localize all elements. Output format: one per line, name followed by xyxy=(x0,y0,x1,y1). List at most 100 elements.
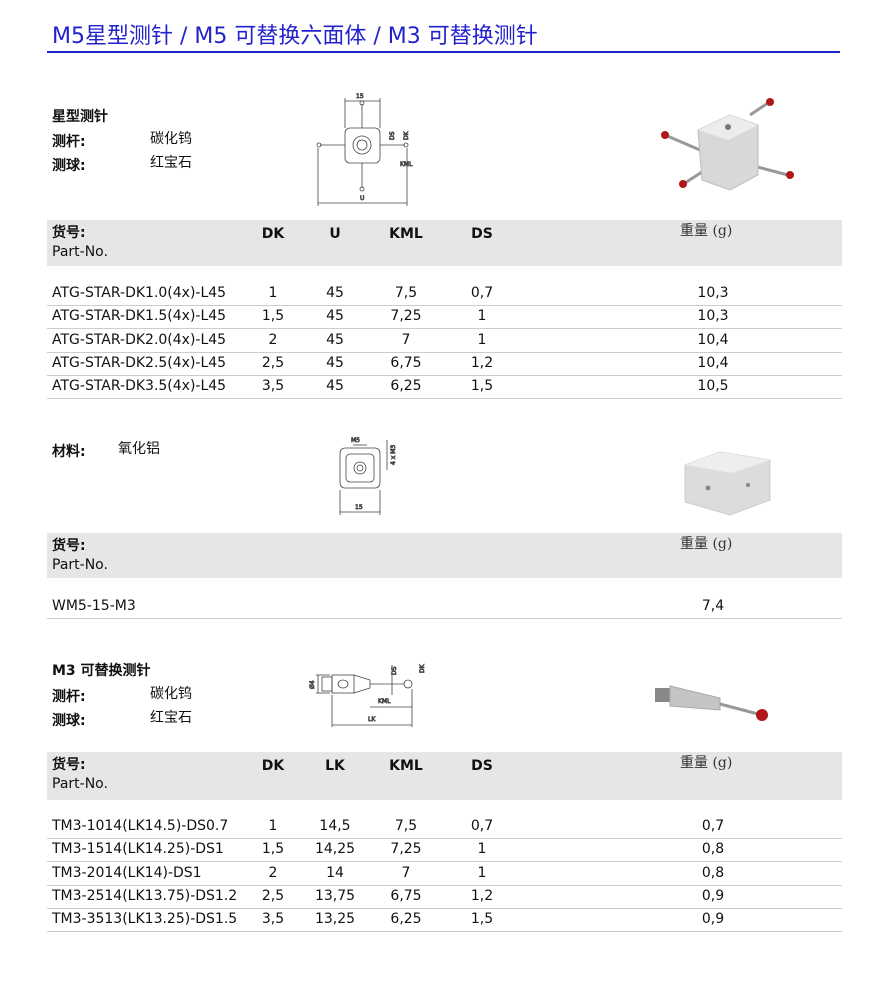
table-row: ATG-STAR-DK2.5(4x)-L45 2,5 45 6,75 1,2 10,4 xyxy=(47,352,842,376)
value-cell: 1,2 xyxy=(470,887,494,904)
col-part: 货号: xyxy=(52,225,86,241)
section3-heading: M3 可替换测针 xyxy=(52,663,151,679)
table-row: TM3-1514(LK14.25)-DS1 1,5 14,25 7,25 1 0,8 xyxy=(47,838,842,863)
star-stylus-drawing: 15 U DS DK KML xyxy=(316,93,414,206)
col-dk: DK xyxy=(261,758,285,774)
value-cell: 1,5 xyxy=(470,911,494,928)
col-ds: DS xyxy=(471,226,493,242)
value-cell: 6,25 xyxy=(390,378,422,395)
cube-photo xyxy=(684,451,771,516)
value-cell: 7,25 xyxy=(390,841,422,858)
table-row: TM3-2014(LK14)-DS1 2 14 7 1 0,8 xyxy=(47,862,842,886)
dim-m5: M5 xyxy=(351,437,360,444)
dim-ds: DS xyxy=(391,666,398,675)
value-cell: 7,4 xyxy=(701,598,725,614)
value-cell: 0,7 xyxy=(470,818,494,834)
material-label: 材料: xyxy=(52,444,86,460)
value-cell: 3,5 xyxy=(261,378,285,395)
ball-material: 红宝石 xyxy=(150,710,192,726)
table-row: TM3-1014(LK14.5)-DS0.7 1 14,5 7,5 0,7 0,7 xyxy=(47,815,842,839)
value-cell: 7 xyxy=(401,864,411,881)
value-cell: 7,5 xyxy=(394,818,418,834)
value-cell: 1 xyxy=(268,818,278,834)
part-number-cell: TM3-1014(LK14.5)-DS0.7 xyxy=(52,818,229,834)
value-cell: 14,5 xyxy=(319,818,351,834)
dim-u: U xyxy=(360,195,364,202)
dim-lk: LK xyxy=(368,716,376,723)
table-row: ATG-STAR-DK2.0(4x)-L45 2 45 7 1 10,4 xyxy=(47,329,842,353)
material-value: 氧化铝 xyxy=(118,441,160,457)
col-part-en: Part-No. xyxy=(52,776,108,792)
dim-kml: KML xyxy=(400,161,413,168)
col-part-en: Part-No. xyxy=(52,244,108,260)
value-cell: 6,75 xyxy=(390,887,422,904)
col-ds: DS xyxy=(471,758,493,774)
part-number-cell: ATG-STAR-DK1.0(4x)-L45 xyxy=(52,285,227,301)
part-number-cell: TM3-2014(LK14)-DS1 xyxy=(52,864,202,881)
col-kml: KML xyxy=(389,758,423,774)
col-weight: 重量 (g) xyxy=(680,755,733,771)
dim-kml: KML xyxy=(378,698,391,705)
col-dk: DK xyxy=(261,226,285,242)
part-number-cell: TM3-3513(LK13.25)-DS1.5 xyxy=(52,911,238,928)
value-cell: 10,3 xyxy=(697,285,729,301)
ball-label: 测球: xyxy=(52,158,86,174)
value-cell: 1,5 xyxy=(470,378,494,395)
col-lk: LK xyxy=(325,758,345,774)
dim-dk: DK xyxy=(403,130,410,140)
value-cell: 13,25 xyxy=(314,911,356,928)
value-cell: 1,2 xyxy=(470,354,494,371)
table-row: ATG-STAR-DK3.5(4x)-L45 3,5 45 6,25 1,5 10,5 xyxy=(47,375,842,400)
shaft-label: 测杆: xyxy=(52,134,86,150)
part-number-cell: WM5-15-M3 xyxy=(52,598,136,614)
value-cell: 1,5 xyxy=(261,841,285,858)
value-cell: 10,4 xyxy=(697,331,729,348)
value-cell: 2,5 xyxy=(261,887,285,904)
value-cell: 0,7 xyxy=(701,818,725,834)
dim-15: 15 xyxy=(355,504,363,511)
value-cell: 7 xyxy=(401,331,411,348)
ball-material: 红宝石 xyxy=(150,155,192,171)
part-number-cell: TM3-2514(LK13.75)-DS1.2 xyxy=(52,887,238,904)
shaft-material: 碳化钨 xyxy=(150,686,192,702)
shaft-material: 碳化钨 xyxy=(150,131,192,147)
value-cell: 2 xyxy=(268,864,278,881)
value-cell: 1 xyxy=(477,841,487,858)
dim-ds: DS xyxy=(389,131,396,140)
value-cell: 14 xyxy=(326,864,344,881)
part-number-cell: ATG-STAR-DK3.5(4x)-L45 xyxy=(52,378,227,395)
m3-stylus-drawing: Ø4 DS DK KML LK xyxy=(309,663,426,727)
value-cell: 10,5 xyxy=(697,378,729,395)
value-cell: 2 xyxy=(268,331,278,348)
value-cell: 1 xyxy=(477,331,487,348)
value-cell: 3,5 xyxy=(261,911,285,928)
col-part-en: Part-No. xyxy=(52,557,108,573)
value-cell: 0,8 xyxy=(701,841,725,858)
shaft-label: 测杆: xyxy=(52,689,86,705)
dim-m3: 4 x M3 xyxy=(390,445,397,465)
table-row: ATG-STAR-DK1.0(4x)-L45 1 45 7,5 0,7 10,3 xyxy=(47,282,842,306)
value-cell: 0,7 xyxy=(470,285,494,301)
star-stylus-photo xyxy=(661,98,794,191)
section1-heading: 星型测针 xyxy=(52,109,108,125)
value-cell: 0,9 xyxy=(701,911,725,928)
dim-15: 15 xyxy=(356,93,364,100)
section1-table-header: 货号: Part-No. DK U KML DS 重量 (g) xyxy=(47,220,842,266)
value-cell: 1 xyxy=(477,864,487,881)
value-cell: 10,3 xyxy=(697,308,729,325)
table-row: TM3-2514(LK13.75)-DS1.2 2,5 13,75 6,75 1,2 0,… xyxy=(47,885,842,909)
table-row: WM5-15-M3 7,4 xyxy=(47,595,842,619)
value-cell: 10,4 xyxy=(697,354,729,371)
ball-label: 测球: xyxy=(52,713,86,729)
value-cell: 1 xyxy=(268,285,278,301)
page-title: M5星型测针 / M5 可替换六面体 / M3 可替换测针 xyxy=(52,24,538,49)
dim-d4: Ø4 xyxy=(309,680,316,689)
dim-dk: DK xyxy=(419,663,426,673)
value-cell: 0,8 xyxy=(701,864,725,881)
col-part: 货号: xyxy=(52,538,86,554)
value-cell: 6,75 xyxy=(390,354,422,371)
section2-table-header: 货号: Part-No. 重量 (g) xyxy=(47,533,842,578)
value-cell: 2,5 xyxy=(261,354,285,371)
col-part: 货号: xyxy=(52,757,86,773)
